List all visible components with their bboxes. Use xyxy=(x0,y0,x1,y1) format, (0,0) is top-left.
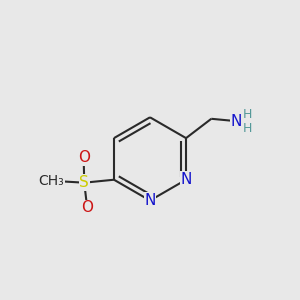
Text: H: H xyxy=(243,108,253,121)
Text: H: H xyxy=(243,122,253,135)
Text: N: N xyxy=(231,114,242,129)
Text: S: S xyxy=(80,175,89,190)
Text: N: N xyxy=(144,193,156,208)
Text: CH₃: CH₃ xyxy=(39,174,64,188)
Text: O: O xyxy=(81,200,93,215)
Text: N: N xyxy=(180,172,192,187)
Text: O: O xyxy=(78,150,90,165)
